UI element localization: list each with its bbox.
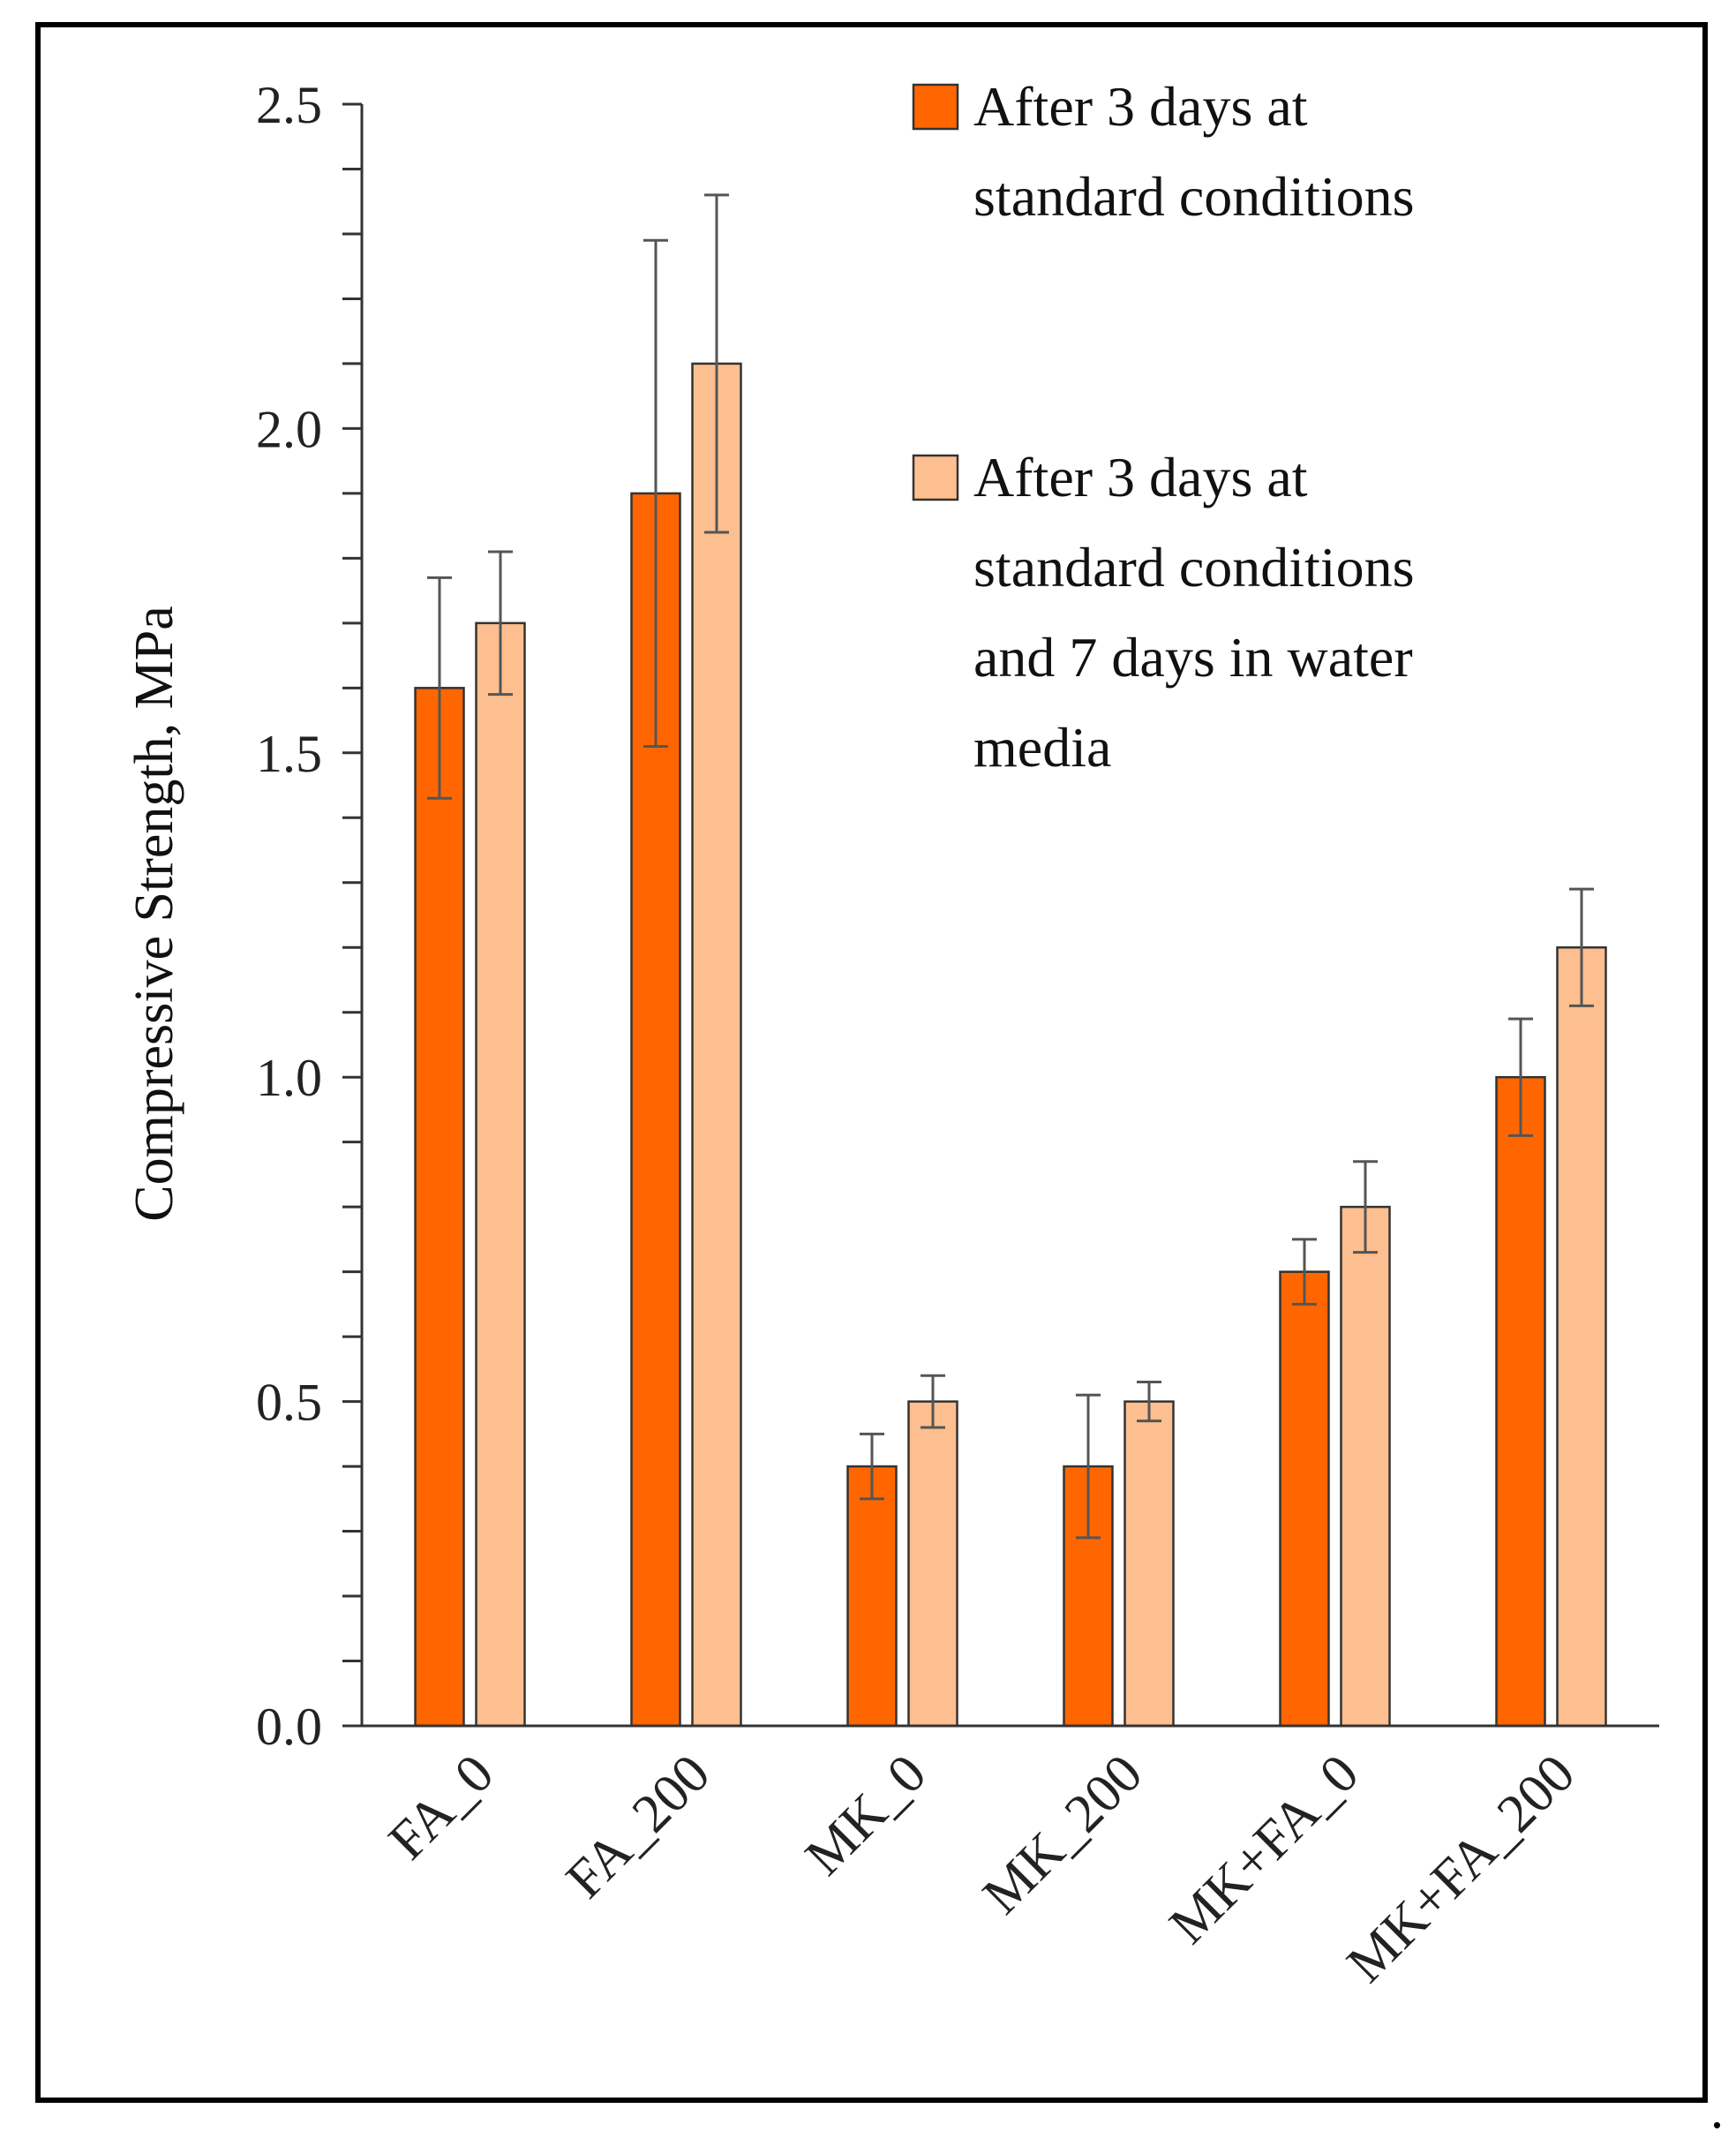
trailing-period: .: [1710, 2081, 1724, 2139]
legend-label-series-2: media: [973, 716, 1111, 779]
y-tick-label: 0.5: [256, 1374, 322, 1432]
x-tick-label-MK_0: MK_0: [794, 1744, 938, 1887]
bar-MK_200-series-2: [1124, 1400, 1175, 1728]
chart-frame: [35, 22, 1708, 2103]
legend-label-series-2: standard conditions: [973, 536, 1414, 599]
bar-FA_200-series-2: [691, 362, 742, 1728]
bar-MK+FA_200-series-2: [1556, 945, 1607, 1728]
bar-FA_0-series-2: [475, 621, 526, 1728]
x-tick-label-MK_200: MK_200: [972, 1744, 1154, 1925]
bar-MK+FA_0-series-1: [1279, 1270, 1330, 1728]
legend-label-series-1: After 3 days at: [973, 75, 1308, 138]
y-tick-label: 1.5: [256, 725, 322, 783]
legend-swatch-series-1: [912, 83, 959, 131]
y-tick-label: 2.5: [256, 76, 322, 134]
y-tick-label: 0.0: [256, 1698, 322, 1756]
legend-label-series-1: standard conditions: [973, 165, 1414, 228]
legend-label-series-2: and 7 days in water: [973, 626, 1413, 689]
bar-FA_0-series-1: [414, 687, 465, 1728]
x-tick-label-FA_200: FA_200: [555, 1744, 722, 1910]
x-tick-label-FA_0: FA_0: [378, 1744, 506, 1872]
y-tick-label: 1.0: [256, 1049, 322, 1107]
bar-MK_0-series-1: [846, 1465, 898, 1728]
bar-MK+FA_0-series-2: [1340, 1205, 1391, 1728]
y-tick-label: 2.0: [256, 400, 322, 458]
x-tick-label-MK+FA_200: MK+FA_200: [1335, 1744, 1586, 1994]
bar-MK+FA_200-series-1: [1495, 1075, 1546, 1728]
legend-label-series-2: After 3 days at: [973, 446, 1308, 508]
bar-MK_0-series-2: [907, 1400, 958, 1728]
x-tick-label-MK+FA_0: MK+FA_0: [1158, 1744, 1370, 1955]
y-axis-label: Compressive Strength, MPa: [124, 606, 184, 1221]
legend-swatch-series-2: [912, 454, 959, 501]
